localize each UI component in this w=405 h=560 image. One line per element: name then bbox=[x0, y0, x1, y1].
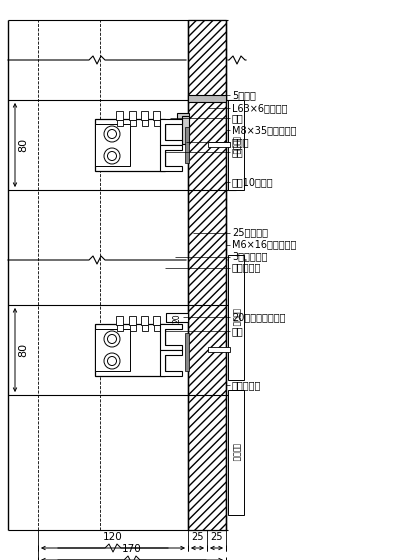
Text: 25: 25 bbox=[191, 532, 204, 542]
Bar bbox=[95, 324, 165, 376]
Text: 120: 120 bbox=[103, 532, 123, 542]
Circle shape bbox=[104, 353, 120, 369]
Bar bbox=[228, 255, 244, 380]
Bar bbox=[208, 142, 230, 147]
Text: 80: 80 bbox=[18, 138, 28, 152]
Text: 3厚塑料垫片: 3厚塑料垫片 bbox=[232, 251, 267, 262]
Text: 分格尺寸: 分格尺寸 bbox=[232, 136, 241, 154]
Bar bbox=[116, 111, 123, 120]
Text: 8: 8 bbox=[230, 134, 239, 139]
Text: 170: 170 bbox=[122, 544, 142, 554]
Circle shape bbox=[104, 148, 120, 164]
Text: 80: 80 bbox=[18, 343, 28, 357]
Text: 20: 20 bbox=[173, 313, 181, 323]
Polygon shape bbox=[160, 350, 182, 376]
Bar bbox=[185, 127, 189, 163]
Bar bbox=[141, 111, 148, 120]
Text: 挂件: 挂件 bbox=[232, 326, 244, 336]
Bar bbox=[142, 120, 148, 126]
Text: 分格尺寸: 分格尺寸 bbox=[232, 444, 241, 462]
Text: 立柱10号槽钢: 立柱10号槽钢 bbox=[232, 177, 274, 187]
Bar bbox=[95, 119, 165, 171]
Bar bbox=[228, 100, 244, 190]
Polygon shape bbox=[160, 145, 182, 171]
Bar bbox=[208, 347, 230, 352]
Text: M6×16不锈钢螺钉: M6×16不锈钢螺钉 bbox=[232, 240, 296, 250]
Bar bbox=[188, 95, 226, 102]
Circle shape bbox=[104, 126, 120, 142]
Text: 挂件: 挂件 bbox=[232, 147, 244, 157]
Circle shape bbox=[107, 129, 117, 138]
Text: M8×35不锈钢螺栓: M8×35不锈钢螺栓 bbox=[232, 125, 296, 135]
Bar bbox=[153, 316, 160, 325]
Circle shape bbox=[107, 357, 117, 366]
Text: 不锈钢螺栓: 不锈钢螺栓 bbox=[232, 380, 261, 390]
Text: L63×6镀锌角钢: L63×6镀锌角钢 bbox=[232, 103, 288, 113]
Text: 挂件: 挂件 bbox=[232, 113, 244, 123]
Bar bbox=[228, 390, 244, 515]
Text: 20厚不锈钢装饰条: 20厚不锈钢装饰条 bbox=[232, 312, 286, 322]
Text: 橡胶条: 橡胶条 bbox=[232, 137, 249, 147]
Bar bbox=[141, 316, 148, 325]
Bar bbox=[154, 120, 160, 126]
Circle shape bbox=[104, 331, 120, 347]
Polygon shape bbox=[160, 119, 182, 145]
Bar bbox=[142, 325, 148, 331]
Bar bbox=[182, 116, 189, 144]
Bar bbox=[166, 313, 188, 322]
Bar bbox=[117, 120, 123, 126]
Bar bbox=[129, 316, 136, 325]
Bar bbox=[130, 120, 136, 126]
Circle shape bbox=[107, 152, 117, 161]
Bar bbox=[95, 329, 130, 371]
Bar bbox=[95, 124, 130, 166]
Text: 5厚钢板: 5厚钢板 bbox=[232, 90, 256, 100]
Bar bbox=[154, 325, 160, 331]
Text: 填充锚固剂: 填充锚固剂 bbox=[232, 263, 261, 273]
Bar bbox=[188, 20, 226, 530]
Text: 分格尺寸: 分格尺寸 bbox=[232, 308, 241, 326]
Bar bbox=[153, 111, 160, 120]
Text: 25厚花岗石: 25厚花岗石 bbox=[232, 227, 268, 237]
Bar bbox=[130, 325, 136, 331]
Bar bbox=[116, 316, 123, 325]
Bar bbox=[185, 333, 189, 371]
Text: 25: 25 bbox=[210, 532, 223, 542]
Bar bbox=[129, 111, 136, 120]
Circle shape bbox=[107, 334, 117, 343]
Polygon shape bbox=[160, 324, 182, 350]
Bar bbox=[177, 113, 189, 120]
Bar bbox=[117, 325, 123, 331]
